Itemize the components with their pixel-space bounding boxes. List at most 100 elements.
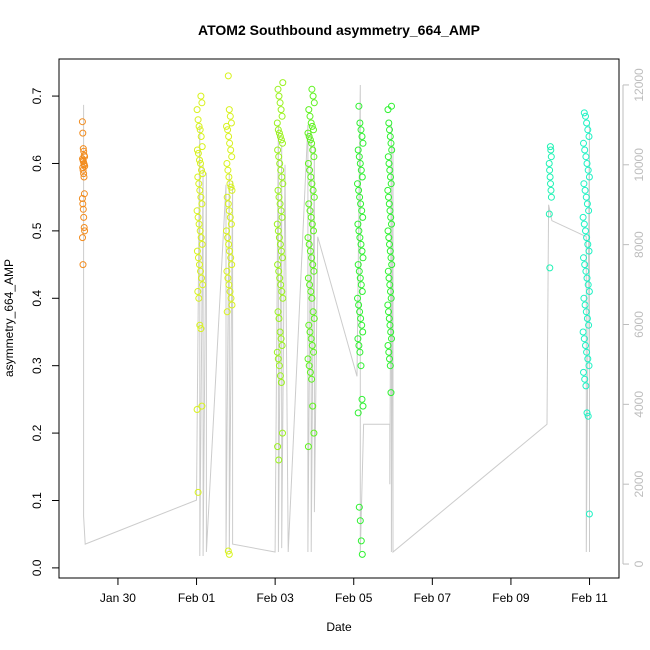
data-point — [358, 288, 366, 295]
data-point — [279, 139, 286, 147]
data-point — [585, 247, 593, 255]
data-point — [581, 301, 589, 309]
data-point — [547, 180, 554, 188]
data-point — [80, 170, 88, 178]
data-point — [386, 355, 393, 363]
y2-tick-label: 6000 — [632, 311, 646, 338]
data-point — [277, 166, 285, 174]
data-point — [304, 274, 312, 282]
data-point — [274, 443, 282, 451]
data-point — [275, 92, 283, 100]
y-tick-label: 0.6 — [30, 155, 44, 172]
data-point — [194, 213, 202, 221]
data-point — [583, 119, 591, 127]
data-point — [385, 234, 393, 242]
data-point — [80, 173, 88, 181]
data-point — [583, 315, 591, 322]
data-point — [304, 355, 312, 363]
data-point — [579, 213, 587, 221]
data-point — [310, 227, 317, 235]
data-point — [545, 210, 553, 218]
data-point — [387, 294, 395, 302]
data-point — [310, 315, 318, 322]
data-point — [356, 160, 364, 167]
data-point — [273, 348, 281, 356]
data-point — [275, 153, 283, 161]
data-point — [357, 166, 365, 174]
data-point — [387, 389, 395, 397]
data-point — [584, 281, 592, 289]
data-point — [81, 162, 89, 170]
data-point — [386, 133, 394, 140]
data-point — [198, 200, 206, 208]
data-point — [304, 160, 312, 167]
data-point — [385, 274, 393, 282]
data-point — [224, 547, 232, 555]
data-point — [357, 200, 365, 208]
data-point — [305, 106, 313, 114]
data-point — [585, 173, 593, 181]
data-point — [582, 342, 589, 349]
data-point — [355, 102, 363, 110]
data-point — [584, 355, 592, 363]
data-point — [304, 234, 312, 242]
data-point — [546, 166, 554, 174]
data-point — [274, 126, 282, 134]
data-point — [275, 267, 283, 275]
data-point — [198, 240, 206, 248]
data-point — [387, 180, 395, 188]
data-point — [274, 85, 282, 93]
x-tick-label: Jan 30 — [100, 591, 136, 605]
data-point — [228, 301, 236, 309]
data-point — [277, 281, 285, 289]
data-point — [355, 227, 363, 235]
data-point — [580, 109, 588, 117]
data-point — [387, 254, 395, 262]
data-point — [276, 372, 284, 380]
data-point — [309, 186, 317, 194]
data-point — [355, 267, 363, 275]
data-point — [279, 79, 287, 87]
data-point — [308, 375, 316, 383]
data-point — [356, 234, 364, 242]
data-point — [354, 335, 362, 343]
data-point — [197, 325, 205, 333]
data-point — [310, 348, 317, 356]
data-point — [224, 200, 232, 208]
data-point — [307, 119, 315, 127]
data-point — [388, 146, 396, 154]
data-point — [79, 200, 87, 208]
data-point — [546, 264, 554, 272]
data-point — [310, 193, 318, 201]
data-point — [580, 294, 588, 302]
data-point — [276, 160, 284, 167]
data-point — [358, 133, 366, 140]
data-point — [79, 205, 87, 213]
data-point — [277, 247, 285, 255]
data-point — [582, 227, 589, 235]
data-point — [357, 281, 365, 289]
x-axis-label: Date — [326, 620, 352, 634]
data-point — [197, 92, 205, 100]
data-point — [384, 153, 392, 161]
data-point — [227, 183, 235, 191]
data-point — [310, 429, 318, 437]
x-tick-label: Feb 07 — [414, 591, 452, 605]
data-point — [198, 166, 205, 174]
data-point — [582, 112, 589, 120]
data-point — [198, 99, 206, 107]
data-point — [384, 106, 392, 114]
data-point — [194, 488, 202, 496]
data-point — [387, 328, 395, 336]
data-point — [358, 173, 366, 181]
y-tick-label: 0.4 — [30, 290, 44, 307]
data-point — [356, 517, 364, 525]
data-point — [583, 200, 591, 208]
data-point — [276, 200, 284, 208]
data-point — [310, 126, 317, 134]
data-point — [309, 308, 317, 316]
data-point — [223, 227, 230, 235]
data-point — [198, 402, 206, 410]
data-point — [196, 227, 204, 235]
x-tick-label: Feb 11 — [571, 591, 608, 605]
